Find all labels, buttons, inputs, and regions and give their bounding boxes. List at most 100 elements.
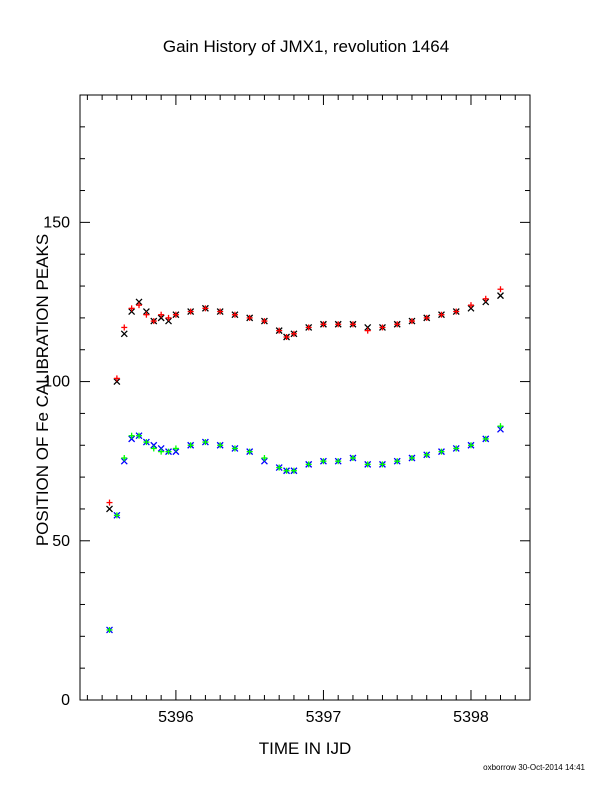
data-point-s1 — [217, 308, 224, 315]
data-point-s2 — [128, 435, 136, 443]
data-point-s1 — [364, 327, 371, 334]
data-point-s3 — [113, 512, 120, 519]
data-point-s1 — [320, 321, 327, 328]
y-tick-label: 0 — [61, 692, 70, 709]
data-point-s1 — [290, 330, 297, 337]
data-point-s3 — [283, 467, 290, 474]
data-point-s3 — [165, 448, 172, 455]
data-point-s1 — [283, 334, 290, 340]
data-point-s3 — [202, 439, 209, 446]
x-axis-label: TIME IN IJD — [259, 739, 352, 758]
plot-frame — [79, 94, 531, 701]
data-point-s3 — [394, 458, 401, 465]
data-point-s1 — [113, 375, 120, 382]
data-point-s3 — [187, 442, 194, 449]
data-point-s3 — [172, 445, 179, 452]
x-tick-label: 5397 — [306, 709, 342, 726]
data-point-s1 — [136, 302, 143, 309]
data-point-s0 — [165, 317, 172, 325]
data-point-s2 — [157, 444, 165, 452]
data-point-s0 — [364, 323, 372, 331]
data-point-s1 — [438, 311, 445, 318]
data-point-s0 — [157, 314, 165, 322]
data-point-s1 — [261, 318, 268, 325]
data-point-s3 — [128, 432, 135, 439]
data-point-s1 — [128, 305, 135, 312]
data-point-s2 — [260, 457, 268, 465]
data-point-s1 — [467, 302, 474, 309]
data-point-s3 — [467, 442, 474, 449]
data-point-s2 — [150, 441, 158, 449]
data-point-s3 — [320, 458, 327, 465]
data-point-s3 — [276, 464, 283, 471]
data-point-s1 — [231, 311, 238, 318]
data-marks — [106, 286, 504, 634]
data-point-s0 — [113, 378, 121, 386]
x-tick-label: 5398 — [453, 709, 489, 726]
data-point-s1 — [202, 305, 209, 312]
x-tick-label: 5396 — [158, 709, 194, 726]
data-point-s1 — [497, 286, 504, 293]
data-point-s0 — [120, 330, 128, 338]
data-point-s0 — [497, 292, 504, 300]
data-point-s1 — [423, 314, 430, 321]
data-point-s3 — [231, 445, 238, 452]
data-point-s1 — [335, 321, 342, 328]
data-point-s3 — [150, 445, 157, 452]
data-point-s1 — [106, 499, 113, 506]
data-point-s1 — [408, 318, 415, 325]
data-point-s3 — [158, 448, 165, 455]
data-point-s0 — [482, 298, 490, 306]
data-point-s0 — [135, 298, 143, 306]
data-point-s0 — [106, 505, 113, 513]
data-point-s2 — [120, 457, 128, 465]
data-point-s3 — [482, 435, 489, 442]
data-point-s1 — [379, 324, 386, 331]
data-point-s3 — [121, 455, 128, 461]
data-point-s2 — [497, 425, 504, 433]
data-point-s3 — [408, 455, 415, 461]
data-point-s1 — [121, 324, 128, 331]
data-point-s3 — [364, 461, 371, 468]
data-point-s1 — [165, 314, 172, 321]
data-point-s2 — [172, 448, 180, 456]
data-point-s3 — [305, 461, 312, 468]
data-point-s3 — [453, 445, 460, 452]
data-point-s1 — [246, 314, 253, 321]
data-point-s3 — [261, 455, 268, 461]
data-point-s3 — [246, 448, 253, 455]
data-point-s1 — [276, 327, 283, 334]
data-point-s1 — [158, 311, 165, 318]
data-point-s3 — [106, 626, 113, 633]
data-point-s1 — [187, 308, 194, 315]
y-tick-label: 50 — [52, 533, 70, 550]
data-point-s3 — [379, 461, 386, 468]
data-point-s1 — [305, 324, 312, 331]
axis-ticks: 0 50 100 150 5396 5397 5398 — [43, 94, 531, 726]
y-axis-label: POSITION OF Fe CALIBRATION PEAKS — [33, 234, 52, 546]
data-point-s1 — [172, 311, 179, 318]
data-point-s3 — [438, 448, 445, 455]
data-point-s1 — [349, 321, 356, 328]
data-point-s1 — [394, 321, 401, 328]
data-point-s0 — [467, 304, 475, 312]
data-point-s1 — [143, 311, 150, 318]
y-tick-label: 100 — [43, 374, 70, 391]
data-point-s0 — [128, 308, 136, 315]
footer-credit: oxborrow 30-Oct-2014 14:41 — [483, 763, 585, 772]
data-point-s3 — [143, 439, 150, 446]
data-point-s3 — [217, 442, 224, 449]
chart-title: Gain History of JMX1, revolution 1464 — [163, 37, 449, 56]
data-point-s0 — [142, 308, 150, 315]
data-point-s3 — [290, 467, 297, 474]
data-point-s1 — [482, 295, 489, 302]
data-point-s3 — [349, 455, 356, 461]
data-point-s3 — [497, 423, 504, 430]
data-point-s1 — [150, 318, 157, 325]
data-point-s3 — [335, 458, 342, 465]
data-point-s3 — [136, 432, 143, 439]
data-point-s3 — [423, 451, 430, 458]
y-tick-label: 150 — [43, 214, 70, 231]
data-point-s1 — [453, 308, 460, 315]
